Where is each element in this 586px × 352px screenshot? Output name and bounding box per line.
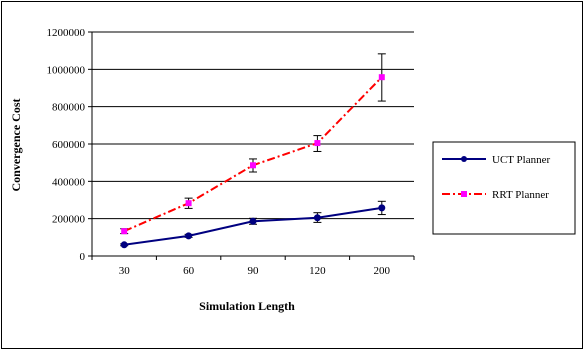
data-point xyxy=(120,241,128,249)
series-line xyxy=(124,206,382,246)
data-point xyxy=(121,228,128,235)
data-point xyxy=(378,204,386,212)
x-tick-label: 90 xyxy=(248,265,260,277)
y-tick-label: 400000 xyxy=(52,176,86,188)
series-line xyxy=(123,76,383,233)
y-tick-label: 800000 xyxy=(52,102,86,114)
data-point xyxy=(249,217,257,225)
data-point xyxy=(313,214,321,222)
y-axis-title: Convergence Cost xyxy=(9,99,23,192)
data-point xyxy=(314,140,321,147)
data-point xyxy=(185,232,193,240)
legend-box xyxy=(432,141,576,235)
legend-label: UCT Planner xyxy=(492,154,550,166)
data-point xyxy=(378,74,385,81)
grid-lines xyxy=(92,31,414,220)
x-tick-label: 60 xyxy=(183,265,195,277)
x-tick-label: 120 xyxy=(309,265,326,277)
legend-label: RRT Planner xyxy=(492,189,549,201)
legend-marker xyxy=(461,191,467,197)
y-tick-label: 600000 xyxy=(52,139,86,151)
tick-labels: 0 200000 400000 600000 800000 1000000 1200000 3… xyxy=(47,27,391,277)
y-tick-label: 1200000 xyxy=(47,27,86,39)
x-tick-label: 30 xyxy=(119,265,131,277)
y-tick-label: 1000000 xyxy=(47,64,86,76)
axes xyxy=(88,31,415,260)
series xyxy=(120,53,386,249)
series-0 xyxy=(120,200,386,249)
series-1 xyxy=(120,53,386,235)
data-point xyxy=(250,162,256,169)
x-tick-label: 200 xyxy=(374,265,391,277)
y-tick-label: 0 xyxy=(80,251,86,263)
x-axis-title: Simulation Length xyxy=(199,299,295,313)
legend: UCT Planner RRT Planner xyxy=(432,141,576,235)
data-point xyxy=(185,200,192,207)
y-tick-label: 200000 xyxy=(52,214,86,226)
legend-marker xyxy=(461,156,467,162)
